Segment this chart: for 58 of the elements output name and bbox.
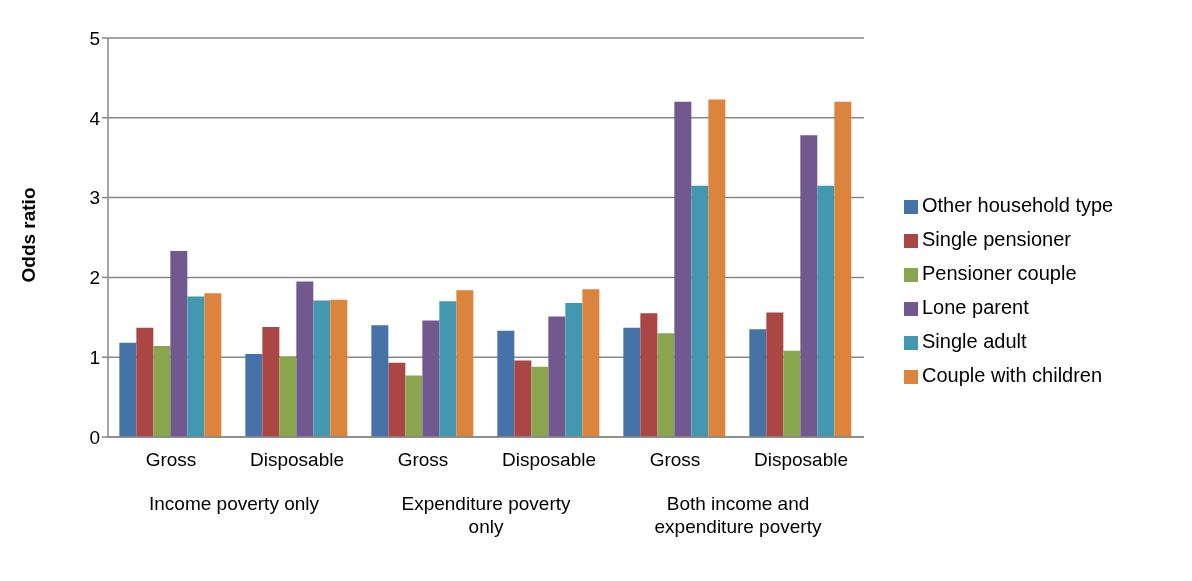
bar [531, 366, 549, 437]
bar [456, 290, 474, 437]
bar [548, 316, 566, 437]
bar [691, 185, 709, 437]
bar [296, 281, 314, 437]
bar [279, 356, 297, 437]
x-tick-label: Disposable [502, 449, 596, 471]
bar [119, 342, 137, 437]
bar [657, 333, 675, 437]
bar [170, 251, 188, 437]
x-tick-label: Gross [145, 449, 197, 471]
bar [783, 350, 801, 437]
legend-label: Single adult [922, 328, 1028, 354]
bar [514, 360, 532, 437]
y-tick-label: 3 [89, 187, 100, 209]
x-tick-label: Gross [649, 449, 701, 471]
x-tick-label: Disposable [250, 449, 344, 471]
y-axis-title: Odds ratio [17, 187, 39, 283]
bar [187, 296, 205, 437]
bar [834, 101, 852, 437]
legend-label: Single pensioner [922, 226, 1072, 252]
bar [330, 299, 348, 437]
bar [371, 325, 389, 437]
x-tick-label: Disposable [754, 449, 848, 471]
bar [749, 329, 767, 437]
bar [262, 326, 280, 437]
y-tick-label: 0 [89, 426, 100, 448]
bar [405, 375, 423, 437]
bar [439, 301, 457, 437]
y-tick-label: 5 [89, 27, 100, 49]
bar [817, 185, 835, 437]
bar [766, 312, 784, 437]
bar [153, 346, 171, 437]
bar [422, 320, 440, 437]
bar [623, 327, 641, 437]
bar [313, 300, 331, 437]
bar [565, 302, 583, 437]
bar [136, 327, 154, 437]
bar [640, 313, 658, 437]
bar [245, 354, 263, 437]
bar [204, 293, 222, 437]
y-tick-label: 1 [89, 346, 100, 368]
legend-label: Couple with children [922, 362, 1104, 388]
legend-label: Lone parent [922, 294, 1030, 320]
text: Both income and expenditure poverty [654, 493, 822, 537]
bar [674, 101, 692, 437]
legend-label: Other household type [922, 192, 1115, 218]
bar [708, 99, 726, 437]
x-tick-label: Gross [397, 449, 449, 471]
bar [800, 135, 818, 437]
y-tick-label: 4 [89, 107, 101, 129]
y-tick-label: 2 [89, 267, 100, 289]
text: Income poverty only [148, 493, 320, 515]
text: Expenditure poverty only [401, 493, 571, 537]
bar [582, 289, 600, 437]
bar [388, 362, 406, 437]
legend-label: Pensioner couple [922, 260, 1078, 286]
bar [497, 330, 515, 437]
